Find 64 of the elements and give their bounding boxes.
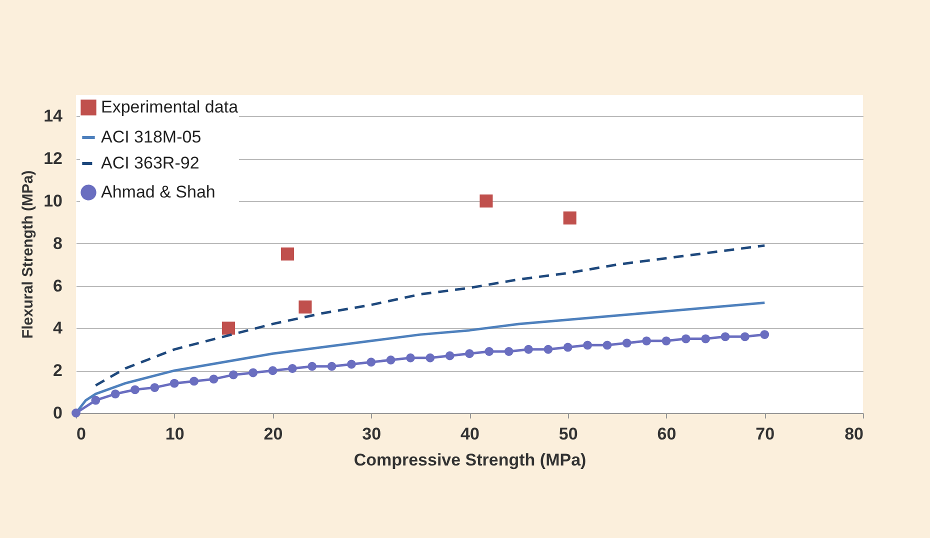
point xyxy=(445,351,454,360)
legend-label: ACI 363R-92 xyxy=(101,154,200,172)
y-tick-label: 6 xyxy=(53,276,62,296)
legend-label: Experimental data xyxy=(101,98,239,116)
point xyxy=(268,366,278,376)
point xyxy=(386,356,396,364)
y-axis-title: Flexural Strength (MPa) xyxy=(20,170,37,339)
point xyxy=(760,330,770,340)
x-tick-label: 0 xyxy=(76,424,86,444)
y-tick-label: 2 xyxy=(53,361,62,380)
point xyxy=(288,364,297,373)
point xyxy=(150,383,160,392)
point xyxy=(563,211,576,224)
point xyxy=(602,340,612,350)
line-series xyxy=(94,244,766,387)
point xyxy=(544,344,553,354)
point xyxy=(248,368,258,378)
legend-label: ACI 318M-05 xyxy=(101,128,202,146)
point xyxy=(346,360,356,369)
point xyxy=(426,353,435,362)
y-tick-label: 12 xyxy=(44,149,62,168)
y-tick-label: 4 xyxy=(53,318,64,338)
x-tick-label: 40 xyxy=(460,424,480,444)
point xyxy=(298,300,312,314)
point xyxy=(280,247,294,261)
x-tick-label: 30 xyxy=(362,424,382,444)
x-tick-label: 70 xyxy=(756,424,775,444)
point xyxy=(583,340,592,350)
point xyxy=(740,332,750,342)
point xyxy=(662,336,671,346)
point xyxy=(406,353,415,362)
point xyxy=(170,378,179,388)
point xyxy=(480,194,493,208)
point xyxy=(622,338,632,348)
y-tick-label: 0 xyxy=(53,404,62,422)
point xyxy=(701,334,710,344)
x-tick-label: 60 xyxy=(657,424,676,444)
point xyxy=(91,396,100,405)
y-tick-label: 10 xyxy=(44,192,62,210)
x-tick-label: 10 xyxy=(165,424,184,444)
point xyxy=(110,389,120,398)
point xyxy=(681,334,690,344)
point xyxy=(308,362,317,371)
point xyxy=(720,332,730,342)
x-tick-label: 80 xyxy=(844,424,864,444)
point xyxy=(130,385,140,394)
y-tick-label: 14 xyxy=(44,106,64,126)
point xyxy=(642,336,652,346)
x-axis-title: Compressive Strength (MPa) xyxy=(354,450,586,470)
x-tick-label: 50 xyxy=(558,424,578,444)
x-tick-label: 20 xyxy=(264,424,283,444)
point xyxy=(228,370,238,380)
point xyxy=(366,358,376,367)
point xyxy=(504,347,514,356)
point xyxy=(222,322,235,335)
y-tick-label: 8 xyxy=(53,234,62,253)
point xyxy=(327,362,336,371)
point xyxy=(209,374,218,384)
point xyxy=(524,344,533,354)
point xyxy=(465,349,474,358)
point xyxy=(190,376,199,386)
legend-label: Ahmad & Shah xyxy=(101,182,216,202)
point xyxy=(484,347,494,356)
point xyxy=(563,342,572,352)
